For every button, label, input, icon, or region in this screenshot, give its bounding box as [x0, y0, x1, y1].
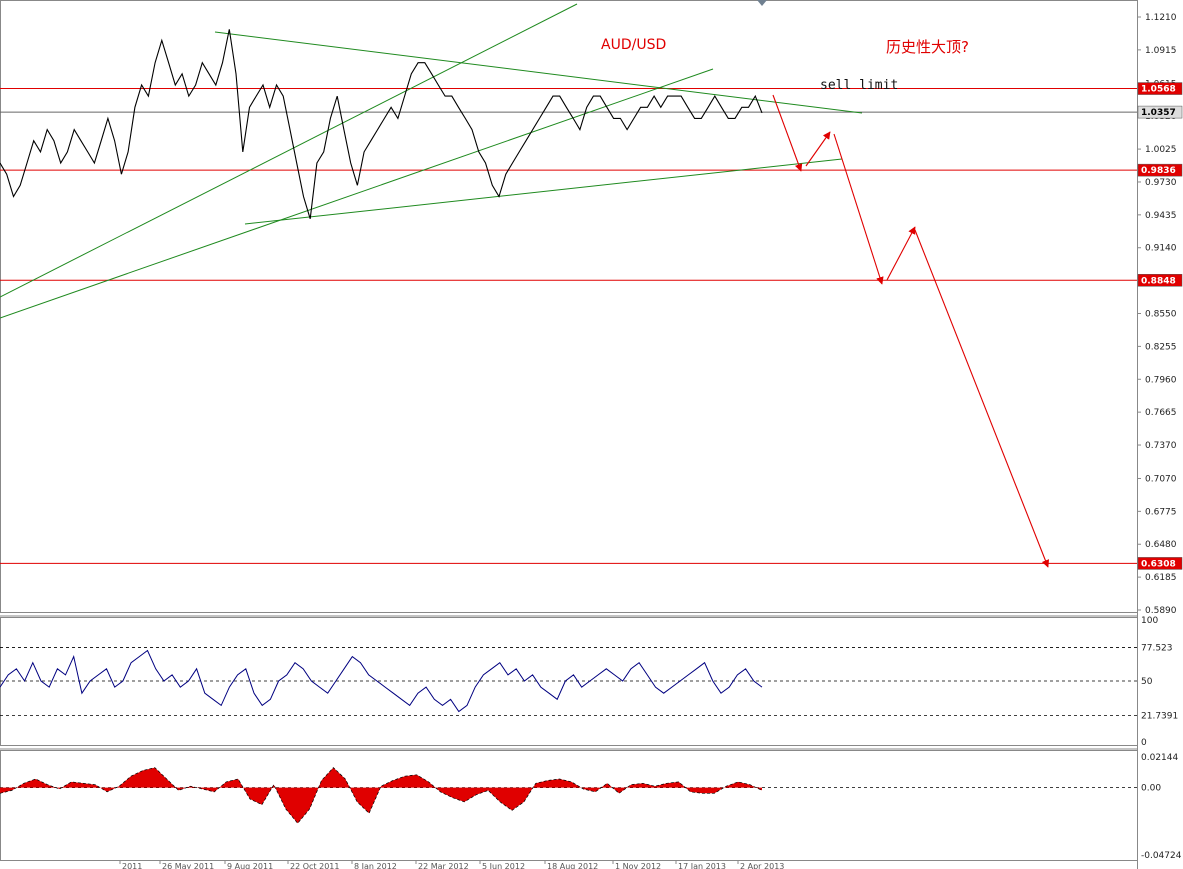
trendline [0, 3, 578, 298]
trendline [244, 158, 843, 225]
price-tick-label: 0.8550 [1145, 310, 1177, 320]
symbol-annotation: AUD/USD [601, 37, 666, 53]
level-badge-label: 1.0568 [1141, 85, 1176, 95]
projection-arrow [886, 226, 916, 281]
time-tick-label: 1 Nov 2012 [615, 862, 661, 869]
level-badge [1137, 105, 1183, 119]
price-tick-label: 1.1210 [1145, 13, 1177, 23]
time-tick-label: 22 Mar 2012 [418, 862, 469, 869]
time-tick-label: 2 Apr 2013 [740, 862, 784, 869]
rsi-tick-label: 77.523 [1141, 643, 1173, 653]
level-badge-label: 1.0357 [1141, 108, 1176, 118]
projection-arrow [914, 229, 1050, 568]
sell-limit-annotation: sell limit [820, 78, 898, 93]
level-badge-label: 0.8848 [1141, 276, 1176, 286]
level-badge [1137, 163, 1183, 177]
rsi-axis: 100 77.523 50 21.7391 0 [1141, 616, 1178, 748]
osc-axis: 0.02144 0.00 -0.04724 [1141, 753, 1182, 861]
price-series-line [0, 29, 763, 219]
rsi-tick-label: 21.7391 [1141, 711, 1178, 721]
scroll-indicator-icon[interactable] [757, 0, 767, 6]
price-axis: 1.12101.09151.06151.03201.00250.97300.94… [1137, 13, 1177, 616]
price-tick-label: 0.7370 [1145, 441, 1177, 451]
time-tick-label: 5 Jun 2012 [482, 862, 525, 869]
osc-tick-label: 0.02144 [1141, 753, 1178, 763]
trendline [214, 31, 863, 114]
rsi-tick-label: 50 [1141, 677, 1153, 687]
osc-tick-label: 0.00 [1141, 784, 1161, 794]
price-tick-label: 0.9435 [1145, 211, 1177, 221]
rsi-tick-label: 0 [1141, 738, 1147, 748]
price-tick-label: 0.6480 [1145, 540, 1177, 550]
trendlines [0, 3, 863, 319]
price-tick-label: 0.7070 [1145, 474, 1177, 484]
level-badge-label: 0.6308 [1141, 559, 1176, 569]
price-tick-label: 0.5890 [1145, 606, 1177, 616]
price-tick-label: 0.9140 [1145, 244, 1177, 254]
rsi-tick-label: 100 [1141, 616, 1158, 626]
price-tick-label: 0.7960 [1145, 375, 1177, 385]
time-tick-label: 18 Aug 2012 [547, 862, 598, 869]
level-badge [1137, 274, 1183, 287]
rsi-line [0, 649, 763, 713]
price-tick-label: 0.7665 [1145, 408, 1177, 418]
price-tick-label: 0.9730 [1145, 178, 1177, 188]
rsi-panel-frame [0, 617, 1138, 746]
time-axis: 2011 26 May 2011 9 Aug 2011 22 Oct 2011 8 Ja… [119, 860, 784, 869]
time-tick-label: 26 May 2011 [162, 862, 214, 869]
time-tick-label: 2011 [122, 862, 142, 869]
osc-tick-label: -0.04724 [1141, 851, 1182, 861]
price-tick-label: 1.0915 [1145, 46, 1177, 56]
top-annotation: 历史性大顶? [886, 38, 969, 56]
price-tick-label: 1.0025 [1145, 145, 1177, 155]
main-panel-frame [0, 0, 1138, 613]
horizontal-levels: 1.0568 1.0357 0.9836 0.8848 0.6308 [0, 82, 1183, 570]
time-tick-label: 8 Jan 2012 [354, 862, 397, 869]
level-badge [1137, 82, 1183, 95]
price-tick-label: 0.6775 [1145, 507, 1177, 517]
level-badge-label: 0.9836 [1141, 166, 1176, 176]
time-tick-label: 17 Jan 2013 [678, 862, 726, 869]
level-badge [1137, 557, 1183, 570]
time-tick-label: 22 Oct 2011 [290, 862, 339, 869]
price-tick-label: 0.6185 [1145, 573, 1177, 583]
trendline [0, 68, 714, 319]
price-tick-label: 0.8255 [1145, 342, 1177, 352]
osc-panel-frame [0, 750, 1138, 861]
projection-arrow [833, 133, 884, 285]
projection-arrows [772, 94, 1050, 568]
time-tick-label: 9 Aug 2011 [227, 862, 273, 869]
projection-arrow [772, 94, 803, 172]
projection-arrow [805, 131, 831, 167]
